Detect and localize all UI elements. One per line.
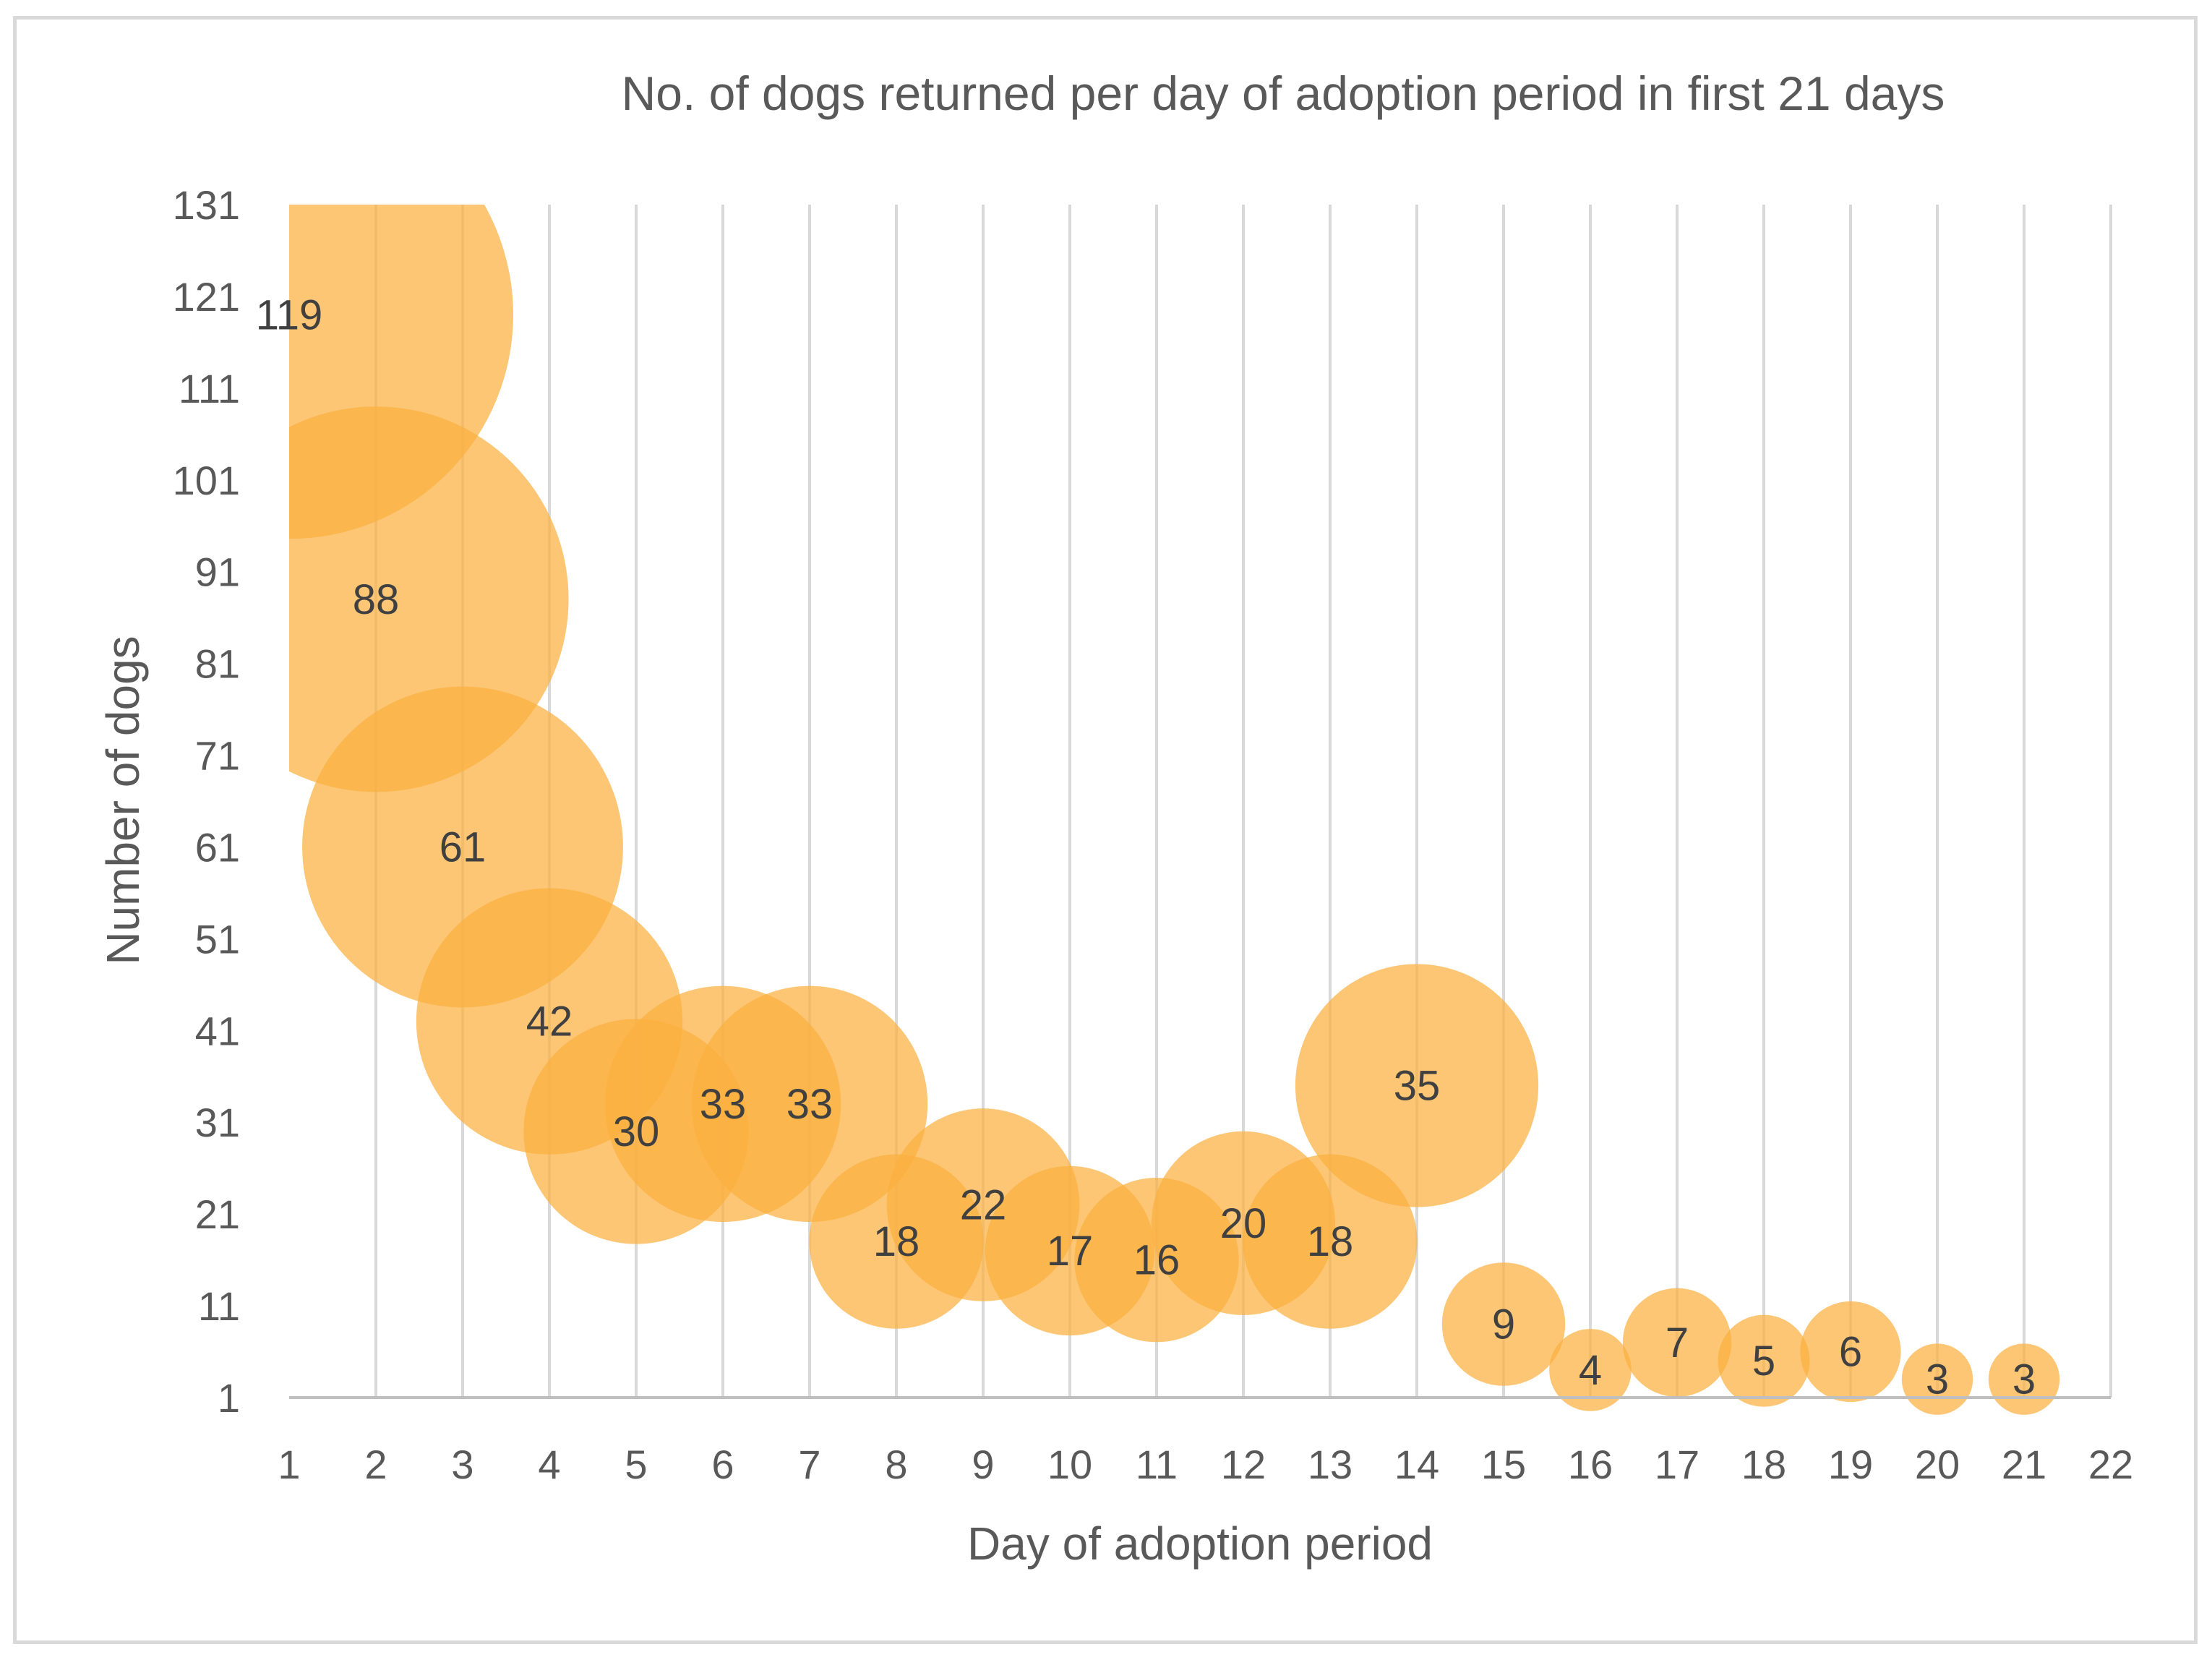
bubble-label-day-14: 35: [1394, 1062, 1441, 1109]
y-tick-label: 31: [195, 1100, 240, 1145]
y-tick-label: 101: [173, 458, 240, 503]
x-tick-label: 12: [1221, 1442, 1266, 1487]
x-tick-label: 14: [1394, 1442, 1439, 1487]
y-tick-label: 21: [195, 1191, 240, 1237]
x-tick-label: 16: [1568, 1442, 1613, 1487]
y-tick-label: 111: [179, 366, 240, 411]
bubble-label-day-7: 33: [786, 1081, 833, 1128]
y-axis-title: Number of dogs: [97, 636, 149, 964]
y-tick-label: 11: [198, 1283, 240, 1329]
bubble-label-day-12: 20: [1220, 1200, 1267, 1247]
bubble-label-day-4: 42: [526, 998, 573, 1045]
bubble-label-day-10: 17: [1047, 1228, 1094, 1275]
bubble-label-day-2: 88: [353, 576, 400, 623]
bubble-label-day-3: 61: [440, 823, 486, 870]
x-tick-label: 9: [972, 1442, 994, 1487]
y-tick-label: 81: [195, 641, 240, 687]
y-tick-label: 61: [195, 824, 240, 870]
x-tick-label: 6: [711, 1442, 734, 1487]
bubbles: [289, 205, 2060, 1415]
x-axis-title: Day of adoption period: [967, 1518, 1433, 1570]
bubble-label-day-16: 4: [1579, 1347, 1602, 1394]
x-tick-label: 10: [1047, 1442, 1092, 1487]
bubble-day-14: [1295, 964, 1539, 1207]
bubble-label-day-21: 3: [2012, 1356, 2036, 1403]
x-tick-label: 19: [1828, 1442, 1873, 1487]
bubble-label-day-11: 16: [1133, 1237, 1180, 1284]
bubble-day-16: [1549, 1329, 1632, 1411]
x-tick-label: 8: [885, 1442, 907, 1487]
bubble-label-day-9: 22: [960, 1181, 1007, 1228]
x-axis-ticks: 1 2 3 4 5 6 7 8 9 10 11 12 13 14 15 16 17 18 19 20 21 22: [278, 1442, 2133, 1487]
bubble-day-18: [1718, 1314, 1810, 1407]
bubble-day-19: [1800, 1301, 1901, 1403]
x-tick-label: 13: [1308, 1442, 1353, 1487]
y-tick-label: 41: [195, 1008, 240, 1053]
x-tick-label: 2: [364, 1442, 387, 1487]
bubble-label-day-8: 18: [873, 1218, 920, 1265]
x-tick-label: 20: [1915, 1442, 1960, 1487]
y-tick-label: 121: [173, 274, 240, 320]
x-tick-label: 5: [625, 1442, 647, 1487]
y-tick-label: 91: [195, 549, 240, 595]
y-tick-label: 71: [195, 733, 240, 779]
x-tick-label: 4: [538, 1442, 560, 1487]
x-tick-label: 1: [278, 1442, 300, 1487]
bubble-label-day-19: 6: [1839, 1329, 1862, 1376]
x-tick-label: 18: [1741, 1442, 1786, 1487]
x-tick-label: 22: [2088, 1442, 2133, 1487]
bubble-label-day-1: 119: [256, 291, 322, 338]
x-tick-label: 7: [798, 1442, 820, 1487]
bubble-label-day-17: 7: [1666, 1319, 1689, 1366]
x-tick-label: 15: [1481, 1442, 1526, 1487]
y-tick-label: 131: [173, 182, 240, 228]
x-tick-label: 11: [1136, 1442, 1178, 1487]
x-tick-label: 21: [2002, 1442, 2046, 1487]
bubble-label-day-6: 33: [700, 1081, 747, 1128]
bubble-label-day-13: 18: [1307, 1218, 1354, 1265]
x-tick-label: 17: [1655, 1442, 1699, 1487]
x-tick-label: 3: [451, 1442, 473, 1487]
bubble-day-15: [1441, 1262, 1566, 1386]
bubble-label-day-18: 5: [1752, 1338, 1775, 1385]
bubble-label-day-15: 9: [1492, 1301, 1515, 1348]
bubble-day-17: [1622, 1288, 1732, 1398]
chart-title: No. of dogs returned per day of adoption…: [622, 67, 1945, 120]
y-tick-label: 1: [218, 1375, 240, 1421]
y-tick-label: 51: [195, 916, 240, 962]
bubble-label-day-20: 3: [1926, 1356, 1949, 1403]
bubble-label-day-5: 30: [613, 1108, 660, 1155]
